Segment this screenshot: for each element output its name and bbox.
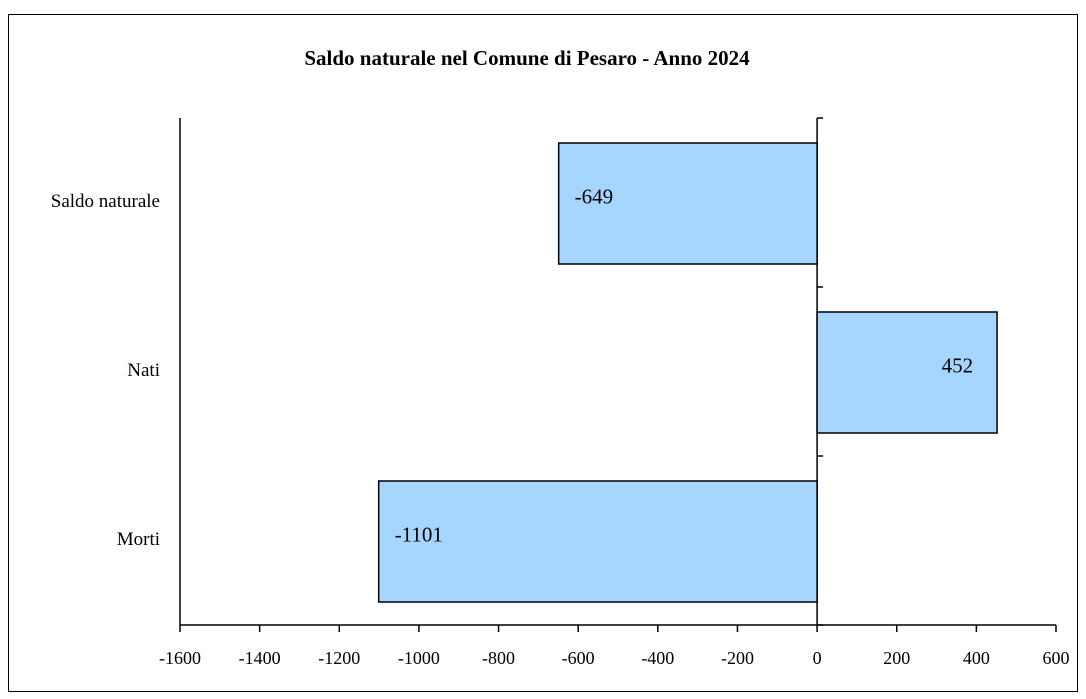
x-tick-label: 400 (963, 648, 990, 668)
x-tick-label: 600 (1043, 648, 1070, 668)
x-tick-label: -800 (482, 648, 515, 668)
x-tick-label: 200 (883, 648, 910, 668)
x-tick-label: 0 (813, 648, 822, 668)
bar (816, 311, 998, 434)
y-tick-label: Nati (127, 360, 160, 381)
y-tick-label: Saldo naturale (51, 191, 160, 212)
x-tick-label: -1600 (159, 648, 201, 668)
data-label: -1101 (395, 522, 443, 546)
data-label: 452 (942, 353, 974, 377)
x-tick-label: -1400 (239, 648, 281, 668)
bar (377, 480, 818, 603)
x-tick-label: -400 (641, 648, 674, 668)
x-tick-label: -200 (721, 648, 754, 668)
chart-title: Saldo naturale nel Comune di Pesaro - An… (304, 46, 750, 70)
x-tick-label: -1000 (398, 648, 440, 668)
data-label: -649 (575, 184, 614, 208)
bar (557, 142, 818, 265)
x-tick-label: -1200 (318, 648, 360, 668)
x-tick-label: -600 (562, 648, 595, 668)
y-tick-label: Morti (117, 529, 160, 550)
